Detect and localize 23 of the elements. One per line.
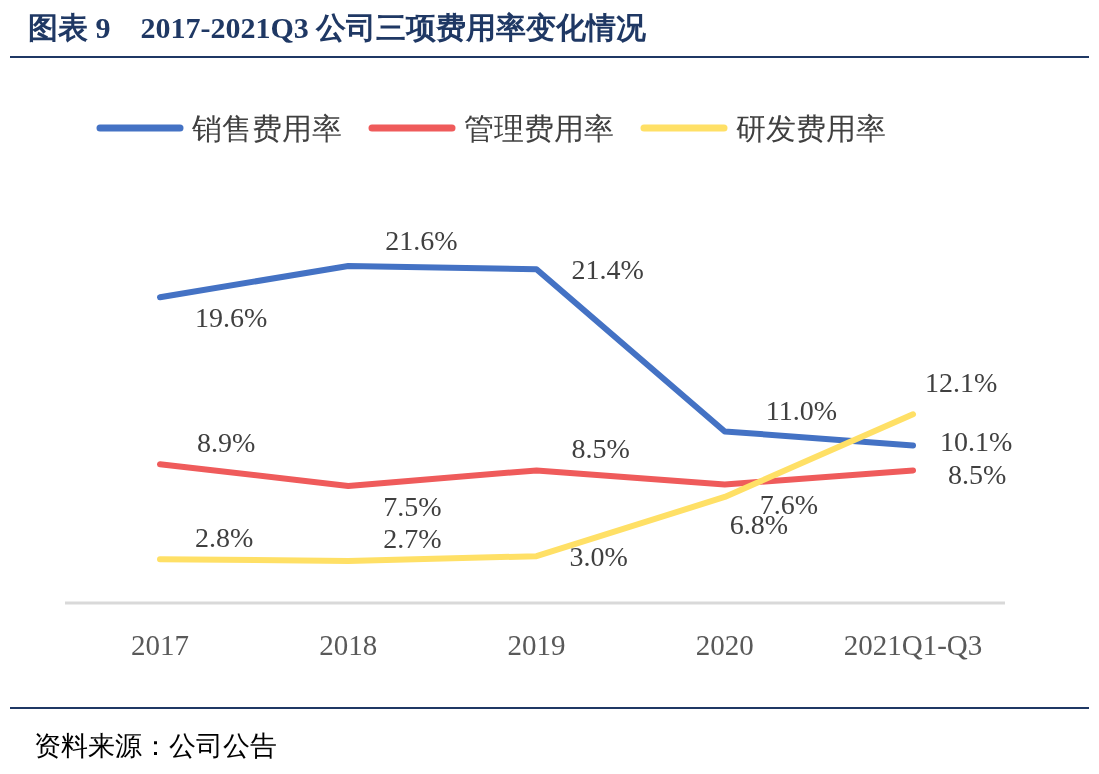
data-label: 10.1%: [940, 425, 1013, 457]
data-label: 19.6%: [195, 301, 268, 333]
data-label: 3.0%: [569, 540, 628, 572]
data-label: 8.9%: [197, 426, 256, 458]
data-label: 21.4%: [571, 253, 644, 285]
legend-label: 销售费用率: [191, 111, 342, 145]
data-label: 7.5%: [383, 490, 442, 522]
data-label: 2.8%: [195, 521, 254, 553]
x-tick-label: 2017: [131, 629, 189, 661]
legend-label: 研发费用率: [736, 111, 886, 145]
legend-label: 管理费用率: [464, 111, 614, 145]
data-label: 12.1%: [925, 366, 998, 398]
x-tick-label: 2018: [319, 629, 378, 661]
data-label: 2.7%: [383, 523, 442, 555]
x-tick-label: 2021Q1-Q3: [843, 629, 983, 661]
data-label: 21.6%: [385, 224, 458, 256]
data-label: 8.5%: [571, 432, 630, 464]
x-tick-label: 2019: [507, 629, 566, 661]
data-label: 8.5%: [948, 458, 1007, 490]
chart-title: 图表 9 2017-2021Q3 公司三项费用率变化情况: [28, 11, 648, 44]
text: 资料来源：公司公告: [34, 731, 277, 761]
x-tick-label: 2020: [695, 629, 754, 661]
data-label: 11.0%: [765, 394, 838, 426]
